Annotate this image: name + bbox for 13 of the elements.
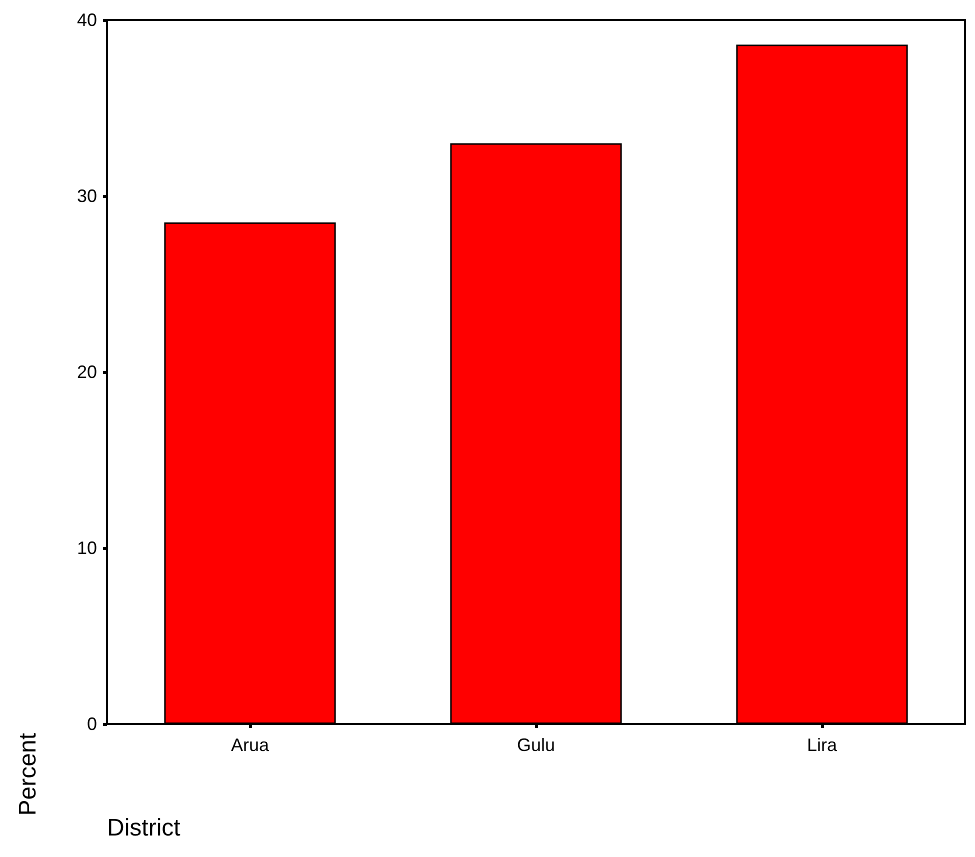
y-tick-label: 0	[86, 714, 97, 734]
bar	[164, 222, 336, 724]
x-axis-title: District	[107, 814, 181, 842]
y-tick-label: 40	[76, 10, 97, 30]
y-tick-label: 10	[76, 538, 97, 558]
bar	[450, 143, 622, 724]
x-tick-label: Gulu	[516, 735, 556, 755]
bar	[736, 44, 908, 724]
x-tick-label: Arua	[230, 735, 270, 755]
y-axis-title: Percent	[14, 732, 42, 816]
y-tick-label: 20	[76, 362, 97, 382]
x-tick-label: Lira	[806, 735, 838, 755]
y-tick-label: 30	[76, 186, 97, 206]
